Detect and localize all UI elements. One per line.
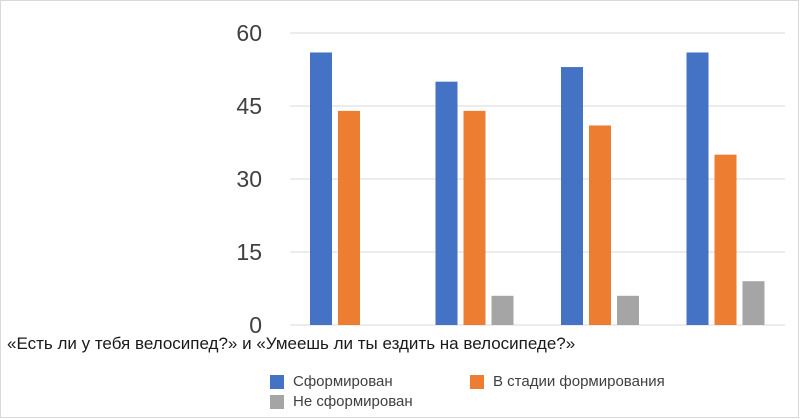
bars [310, 52, 765, 326]
bar-s2-c3 [742, 281, 765, 325]
bar-s1-c1 [463, 110, 486, 325]
y-tick-label-0: 0 [249, 312, 262, 338]
bar-s0-c3 [686, 52, 709, 325]
y-tick-label-1: 15 [236, 239, 262, 265]
bar-s0-c0 [310, 52, 332, 325]
bar-s2-c1 [491, 295, 514, 325]
bar-s1-c3 [714, 154, 737, 325]
bar-s0-c2 [561, 67, 583, 326]
bar-s1-c0 [338, 110, 360, 325]
y-tick-label-2: 30 [236, 166, 262, 192]
gridlines [290, 32, 785, 326]
y-axis-ticks: 0 15 30 45 60 [236, 20, 262, 338]
y-tick-label-3: 45 [236, 93, 262, 119]
bar-s2-c2 [617, 295, 639, 325]
y-tick-label-4: 60 [236, 20, 262, 46]
bar-s1-c2 [589, 125, 611, 325]
x-axis-label: «Есть ли у тебя велосипед?» и «Умеешь ли… [7, 334, 576, 353]
bar-s0-c1 [435, 81, 458, 326]
